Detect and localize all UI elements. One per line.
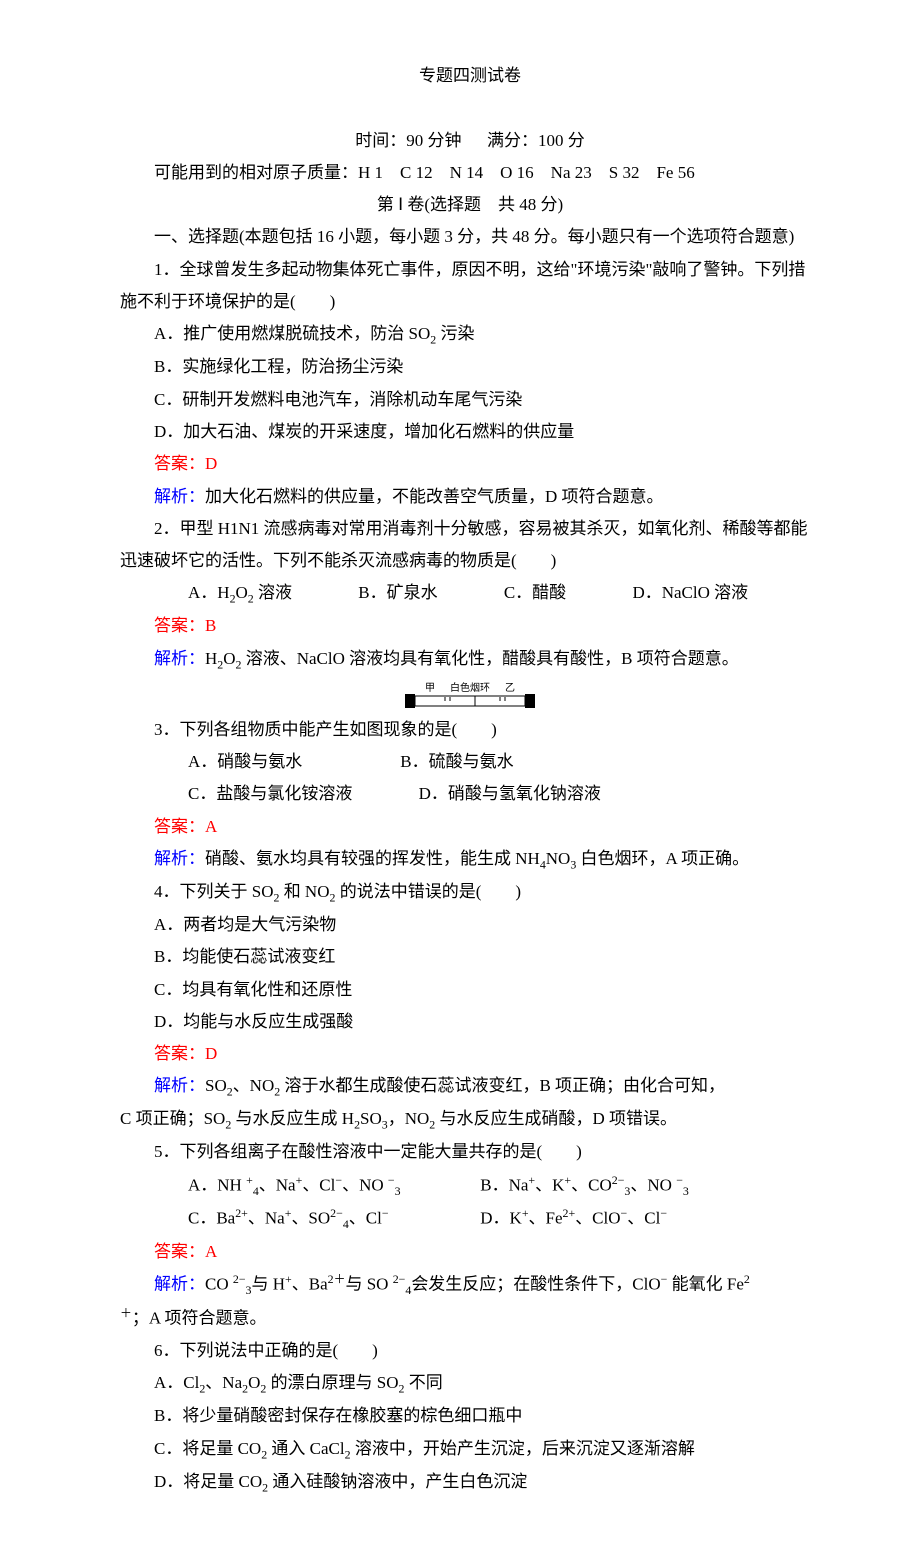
sectionA-header: 一、选择题(本题包括 16 小题，每小题 3 分，共 48 分。每小题只有一个选… bbox=[120, 221, 820, 253]
q2-options: A．H2O2 溶液 B．矿泉水 C．醋酸 D．NaClO 溶液 bbox=[120, 577, 820, 610]
q6-stem: 6．下列说法中正确的是( ) bbox=[120, 1335, 820, 1367]
q4-optD: D．均能与水反应生成强酸 bbox=[120, 1006, 820, 1038]
q2-analysis: 解析：H2O2 溶液、NaClO 溶液均具有氧化性，醋酸具有酸性，B 项符合题意… bbox=[120, 643, 820, 676]
q5-stem: 5．下列各组离子在酸性溶液中一定能大量共存的是( ) bbox=[120, 1136, 820, 1168]
q2-optB: B．矿泉水 bbox=[324, 577, 437, 609]
q4-analysis-line2: C 项正确；SO2 与水反应生成 H2SO3，NO2 与水反应生成硝酸，D 项错… bbox=[120, 1103, 820, 1136]
q4-optA: A．两者均是大气污染物 bbox=[120, 909, 820, 941]
fullmark-label: 满分：100 分 bbox=[487, 131, 585, 150]
q5-analysis-line2: ＋；A 项符合题意。 bbox=[120, 1302, 820, 1335]
q3-options-row2: C．盐酸与氯化铵溶液 D．硝酸与氢氧化钠溶液 bbox=[120, 778, 820, 810]
meta-line: 时间：90 分钟 满分：100 分 bbox=[120, 125, 820, 157]
q6-optB: B．将少量硝酸密封保存在橡胶塞的棕色细口瓶中 bbox=[120, 1400, 820, 1432]
q3-options-row1: A．硝酸与氨水 B．硫酸与氨水 bbox=[120, 746, 820, 778]
q3-stem: 3．下列各组物质中能产生如图现象的是( ) bbox=[120, 714, 820, 746]
q2-optA: A．H2O2 溶液 bbox=[154, 577, 292, 610]
time-label: 时间：90 分钟 bbox=[355, 131, 461, 150]
q2-stem: 2．甲型 H1N1 流感病毒对常用消毒剂十分敏感，容易被其杀灭，如氧化剂、稀酸等… bbox=[120, 513, 820, 578]
q6-optD: D．将足量 CO2 通入硅酸钠溶液中，产生白色沉淀 bbox=[120, 1466, 820, 1499]
analysis-label: 解析： bbox=[154, 1275, 205, 1294]
tube-svg bbox=[405, 694, 535, 710]
q3-optA: A．硝酸与氨水 bbox=[154, 746, 334, 778]
q5-options-row2: C．Ba2+、Na+、SO2−4、Cl− D．K+、Fe2+、ClO−、Cl− bbox=[120, 1202, 820, 1236]
q6-optA: A．Cl2、Na2O2 的漂白原理与 SO2 不同 bbox=[120, 1367, 820, 1400]
analysis-label: 解析： bbox=[154, 487, 205, 506]
q1-optB: B．实施绿化工程，防治扬尘污染 bbox=[120, 351, 820, 383]
q4-stem: 4．下列关于 SO2 和 NO2 的说法中错误的是( ) bbox=[120, 876, 820, 909]
tube-diagram: 甲 白色烟环 乙 bbox=[120, 684, 820, 710]
diagram-label-ring: 白色烟环 bbox=[450, 683, 490, 694]
q1-optC: C．研制开发燃料电池汽车，消除机动车尾气污染 bbox=[120, 384, 820, 416]
q5-answer: 答案：A bbox=[120, 1236, 820, 1268]
q5-analysis-line1: 解析：CO 2−3与 H+、Ba2＋与 SO 2−4会发生反应；在酸性条件下，C… bbox=[120, 1268, 820, 1302]
q3-answer: 答案：A bbox=[120, 811, 820, 843]
q3-analysis: 解析：硝酸、氨水均具有较强的挥发性，能生成 NH4NO3 白色烟环，A 项正确。 bbox=[120, 843, 820, 876]
q3-optD: D．硝酸与氢氧化钠溶液 bbox=[385, 778, 601, 810]
q5-optB: B．Na+、K+、CO2−3、NO −3 bbox=[446, 1169, 689, 1203]
q4-analysis-line1: 解析：SO2、NO2 溶于水都生成酸使石蕊试液变红，B 项正确；由化合可知， bbox=[120, 1070, 820, 1103]
q2-optC: C．醋酸 bbox=[470, 577, 566, 609]
q5-optA: A．NH +4、Na+、Cl−、NO −3 bbox=[154, 1169, 414, 1203]
diagram-label-yi: 乙 bbox=[505, 683, 515, 694]
q1-answer: 答案：D bbox=[120, 448, 820, 480]
q1-stem: 1．全球曾发生多起动物集体死亡事件，原因不明，这给"环境污染"敲响了警钟。下列措… bbox=[120, 254, 820, 319]
q6-optC: C．将足量 CO2 通入 CaCl2 溶液中，开始产生沉淀，后来沉淀又逐渐溶解 bbox=[120, 1433, 820, 1466]
q4-optB: B．均能使石蕊试液变红 bbox=[120, 941, 820, 973]
analysis-label: 解析： bbox=[154, 649, 205, 668]
q2-optD: D．NaClO 溶液 bbox=[598, 577, 748, 609]
page-title: 专题四测试卷 bbox=[120, 60, 820, 92]
q1-optA: A．推广使用燃煤脱硫技术，防治 SO2 污染 bbox=[120, 318, 820, 351]
diagram-label-jia: 甲 bbox=[425, 683, 435, 694]
q2-answer: 答案：B bbox=[120, 610, 820, 642]
analysis-label: 解析： bbox=[154, 1076, 205, 1095]
q4-optC: C．均具有氧化性和还原性 bbox=[120, 974, 820, 1006]
analysis-label: 解析： bbox=[154, 849, 205, 868]
q1-optD: D．加大石油、煤炭的开采速度，增加化石燃料的供应量 bbox=[120, 416, 820, 448]
atomic-masses: 可能用到的相对原子质量：H 1 C 12 N 14 O 16 Na 23 S 3… bbox=[120, 157, 820, 189]
q3-optB: B．硫酸与氨水 bbox=[366, 746, 513, 778]
part1-header: 第 Ⅰ 卷(选择题 共 48 分) bbox=[120, 189, 820, 221]
q5-optC: C．Ba2+、Na+、SO2−4、Cl− bbox=[154, 1202, 414, 1236]
q5-options-row1: A．NH +4、Na+、Cl−、NO −3 B．Na+、K+、CO2−3、NO … bbox=[120, 1169, 820, 1203]
q5-optD: D．K+、Fe2+、ClO−、Cl− bbox=[446, 1202, 667, 1235]
q1-analysis: 解析：加大化石燃料的供应量，不能改善空气质量，D 项符合题意。 bbox=[120, 481, 820, 513]
q4-answer: 答案：D bbox=[120, 1038, 820, 1070]
q3-optC: C．盐酸与氯化铵溶液 bbox=[154, 778, 352, 810]
